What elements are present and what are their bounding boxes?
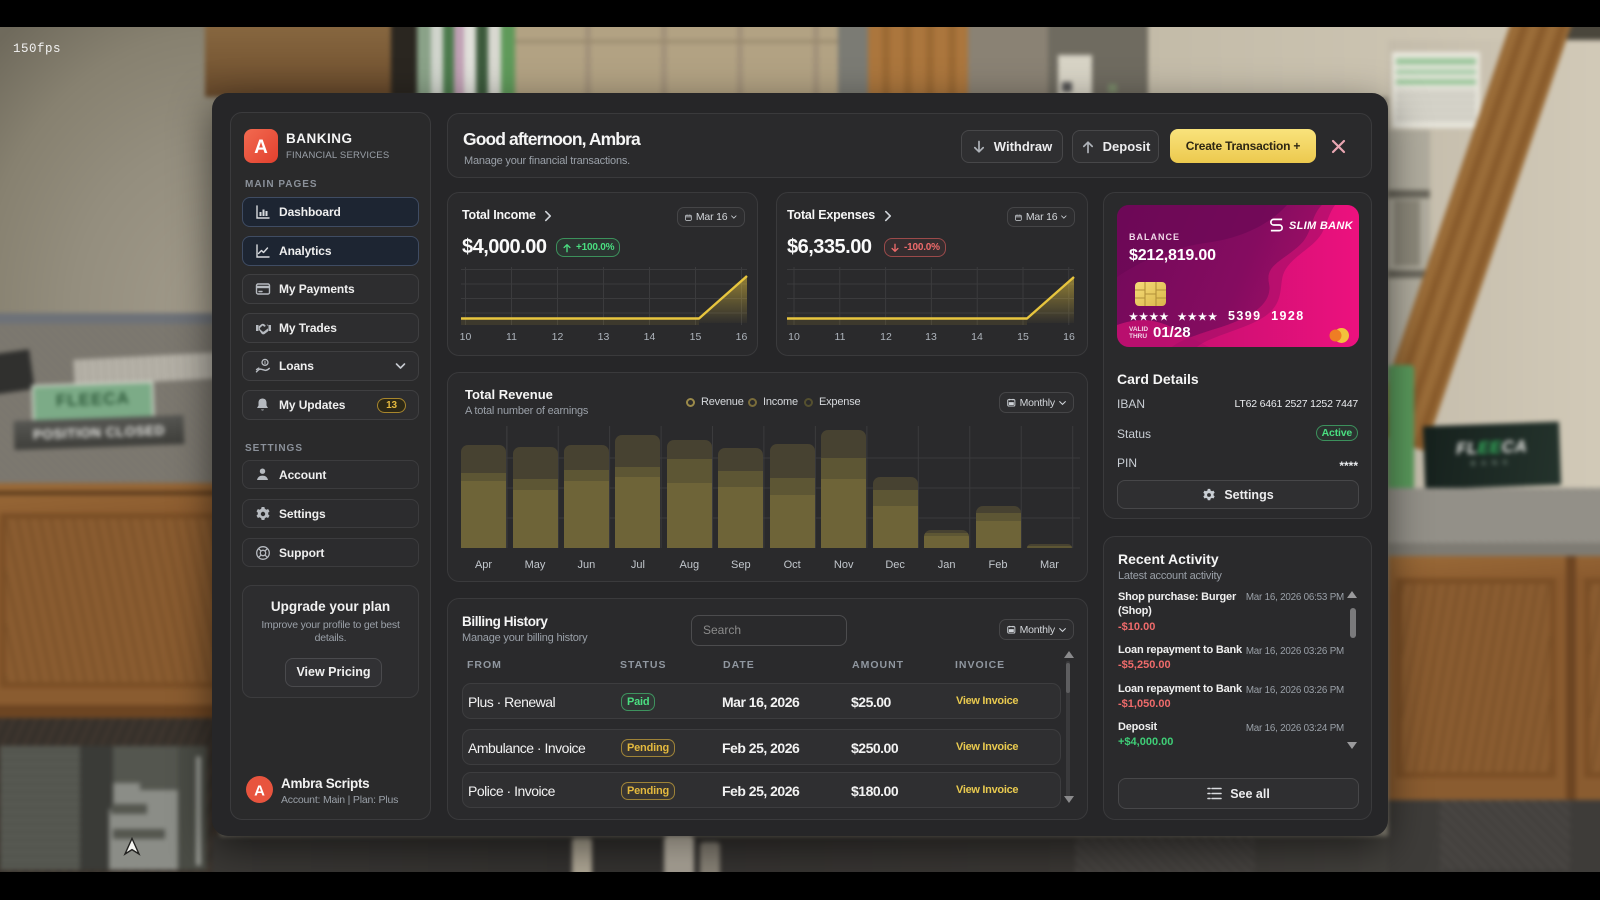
svg-text:A: A (254, 783, 265, 800)
svg-text:A: A (254, 137, 268, 158)
